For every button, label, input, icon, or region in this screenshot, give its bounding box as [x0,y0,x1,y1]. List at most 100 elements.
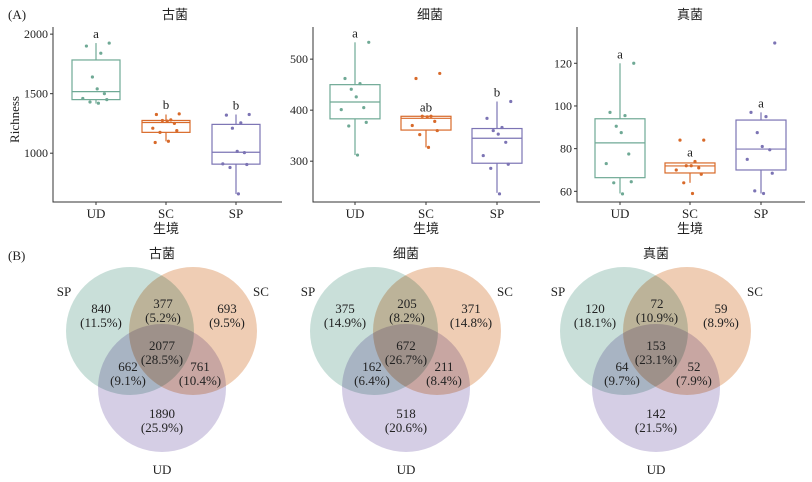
data-point [614,124,618,128]
x-tick-label: UD [346,206,365,221]
venn-count: 840 [91,301,111,316]
data-point [745,157,749,161]
x-tick-label: SC [158,206,174,221]
data-point [773,41,777,45]
venn-region-sc-only: 59(8.9%) [703,301,739,330]
data-point [362,106,366,110]
x-axis-label: 生境 [413,221,439,236]
data-point [239,121,243,125]
data-point [755,131,759,135]
data-point [343,76,347,81]
y-tick-label: 500 [290,52,308,66]
data-point [99,51,103,55]
data-point [172,121,176,126]
venn-region-ud-only: 518(20.6%) [385,406,427,435]
data-point [339,108,343,112]
axis-frame [312,27,540,203]
venn-count: 211 [434,359,453,374]
axis-frame [576,27,805,203]
data-point [500,125,504,130]
venn-region-sp-only: 120(18.1%) [574,301,616,330]
data-point [674,168,678,172]
venn-count: 662 [118,359,138,374]
data-point [88,100,92,104]
venn-percent: (23.1%) [635,352,677,367]
y-tick-label: 1500 [24,87,48,101]
data-point [690,191,695,196]
boxplot-panel-2: 真菌 60 80 100 120 UD SC SP 生境 a a a [554,7,805,236]
venn-percent: (26.7%) [385,352,427,367]
data-point [236,192,240,196]
data-point [749,110,753,114]
y-tick-label: 120 [554,56,572,70]
venn-region-sp-ud: 662(9.1%) [110,359,146,388]
venn-circle-UD [592,324,720,452]
venn-circle-UD [98,324,226,452]
x-tick-label: UD [87,206,106,221]
data-point [435,128,439,133]
data-point [418,133,422,137]
data-point [364,120,368,125]
venn-set-label-SC: SC [747,284,763,299]
data-point [608,110,612,114]
venn-percent: (10.4%) [179,373,221,388]
data-point [770,171,774,175]
box-SP: b [211,98,261,196]
venn-region-ud-only: 1890(25.9%) [141,406,183,435]
venn-count: 52 [688,359,701,374]
data-point [753,189,757,193]
data-point [410,123,414,128]
venn-count: 371 [461,301,481,316]
venn-count: 375 [335,301,355,316]
venn-set-label-SP: SP [551,284,565,299]
venn-region-sc-ud: 211(8.4%) [426,359,462,388]
data-point [358,82,362,86]
box-UD: a [594,46,646,196]
data-point [160,118,164,123]
venn-set-label-SC: SC [497,284,513,299]
data-point [96,101,100,105]
venn-region-sp-sc: 205(8.2%) [389,296,425,325]
chart-title: 真菌 [677,7,703,22]
venn-percent: (8.9%) [703,315,739,330]
data-point [760,144,764,149]
x-axis-label: 生境 [677,221,703,236]
significance-letter: a [93,26,99,41]
venn-count: 672 [396,338,416,353]
data-point [506,162,510,166]
data-point [693,159,697,164]
data-point [158,130,162,134]
venn-percent: (14.9%) [324,315,366,330]
data-point [629,180,633,184]
data-point [485,116,489,120]
venn-count: 153 [646,338,666,353]
box-UD: a [329,25,381,157]
data-point [349,87,353,91]
box-iqr [594,118,646,179]
venn-title: 真菌 [643,246,669,261]
data-point [678,138,682,142]
data-point [612,181,616,185]
data-point [504,140,508,144]
significance-letter: a [758,95,764,110]
data-point [355,153,360,157]
data-point [619,131,623,135]
venn-percent: (25.9%) [141,420,183,435]
box-SC: a [664,138,716,196]
significance-letter: a [617,46,623,61]
venn-count: 693 [217,301,237,316]
panel-label-b: (B) [8,248,25,263]
venn-percent: (9.5%) [209,315,245,330]
venn-region-sc-ud: 52(7.9%) [676,359,712,388]
venn-count: 2077 [149,338,176,353]
venn-region-sp-ud: 64(9.7%) [604,359,640,388]
venn-percent: (8.2%) [389,310,425,325]
data-point [354,95,358,99]
venn-count: 518 [396,406,416,421]
data-point [604,161,608,166]
data-point [426,145,431,150]
venn-region-all: 2077(28.5%) [141,338,183,367]
data-point [175,128,179,133]
venn-set-label-UD: UD [397,462,416,477]
